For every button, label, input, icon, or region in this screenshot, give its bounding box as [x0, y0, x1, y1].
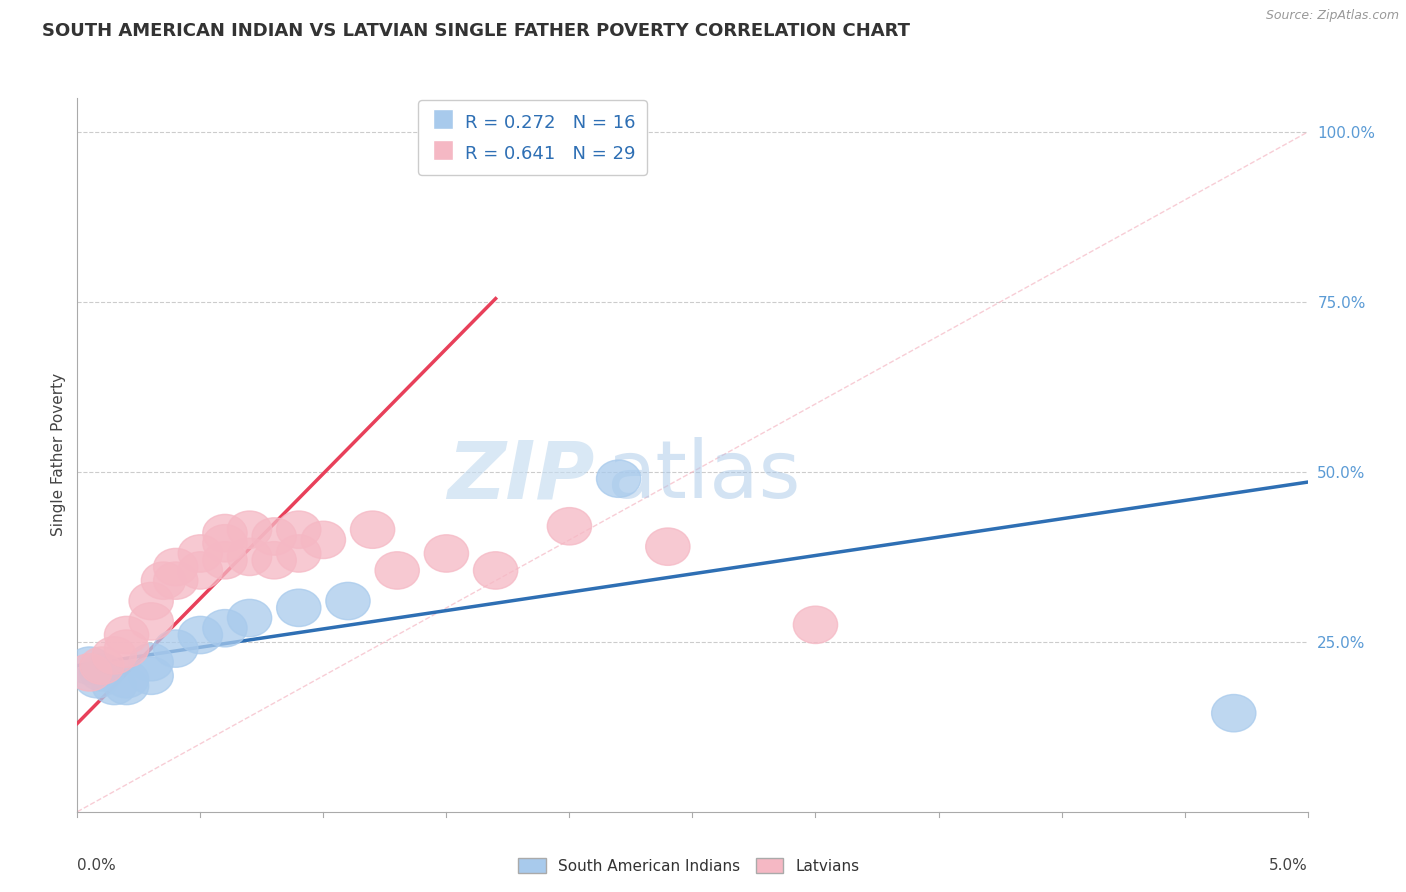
Ellipse shape: [153, 562, 198, 599]
Ellipse shape: [67, 647, 112, 684]
Ellipse shape: [153, 549, 198, 586]
Ellipse shape: [547, 508, 592, 545]
Y-axis label: Single Father Poverty: Single Father Poverty: [51, 374, 66, 536]
Ellipse shape: [93, 667, 136, 705]
Ellipse shape: [350, 511, 395, 549]
Ellipse shape: [104, 667, 149, 705]
Ellipse shape: [228, 538, 271, 575]
Ellipse shape: [326, 582, 370, 620]
Ellipse shape: [645, 528, 690, 566]
Ellipse shape: [228, 511, 271, 549]
Ellipse shape: [80, 654, 124, 691]
Ellipse shape: [793, 607, 838, 643]
Ellipse shape: [104, 616, 149, 654]
Ellipse shape: [142, 562, 186, 599]
Legend: South American Indians, Latvians: South American Indians, Latvians: [512, 852, 866, 880]
Ellipse shape: [129, 643, 173, 681]
Ellipse shape: [179, 552, 222, 589]
Text: Source: ZipAtlas.com: Source: ZipAtlas.com: [1265, 9, 1399, 22]
Text: atlas: atlas: [606, 437, 800, 516]
Ellipse shape: [129, 582, 173, 620]
Ellipse shape: [202, 515, 247, 552]
Ellipse shape: [228, 599, 271, 637]
Ellipse shape: [277, 589, 321, 626]
Text: 5.0%: 5.0%: [1268, 858, 1308, 873]
Text: ZIP: ZIP: [447, 437, 595, 516]
Ellipse shape: [67, 654, 112, 691]
Ellipse shape: [277, 535, 321, 572]
Ellipse shape: [474, 552, 517, 589]
Ellipse shape: [80, 647, 124, 684]
Ellipse shape: [252, 517, 297, 555]
Ellipse shape: [202, 609, 247, 647]
Ellipse shape: [179, 616, 222, 654]
Ellipse shape: [129, 657, 173, 695]
Ellipse shape: [1212, 695, 1256, 731]
Ellipse shape: [179, 535, 222, 572]
Ellipse shape: [153, 630, 198, 667]
Ellipse shape: [93, 637, 136, 674]
Ellipse shape: [301, 521, 346, 558]
Text: SOUTH AMERICAN INDIAN VS LATVIAN SINGLE FATHER POVERTY CORRELATION CHART: SOUTH AMERICAN INDIAN VS LATVIAN SINGLE …: [42, 22, 910, 40]
Ellipse shape: [277, 511, 321, 549]
Ellipse shape: [104, 630, 149, 667]
Ellipse shape: [75, 660, 120, 698]
Ellipse shape: [202, 524, 247, 562]
Ellipse shape: [129, 603, 173, 640]
Ellipse shape: [375, 552, 419, 589]
Ellipse shape: [104, 660, 149, 698]
Ellipse shape: [252, 541, 297, 579]
Legend: R = 0.272   N = 16, R = 0.641   N = 29: R = 0.272 N = 16, R = 0.641 N = 29: [419, 100, 647, 175]
Ellipse shape: [425, 535, 468, 572]
Text: 0.0%: 0.0%: [77, 858, 117, 873]
Ellipse shape: [596, 460, 641, 498]
Ellipse shape: [202, 541, 247, 579]
